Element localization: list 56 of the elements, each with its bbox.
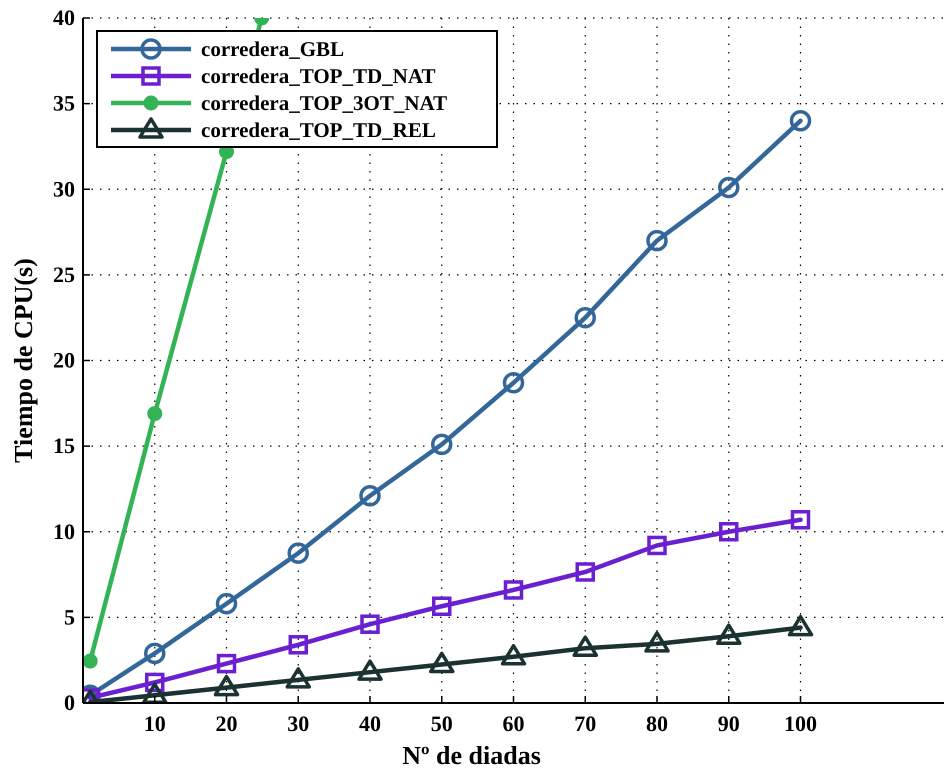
point xyxy=(788,614,814,636)
y-axis-title: Tiempo de CPU(s) xyxy=(9,258,38,463)
point xyxy=(144,642,166,664)
x-tick-label: 40 xyxy=(359,711,381,736)
point xyxy=(359,485,381,507)
x-tick-label: 60 xyxy=(502,711,524,736)
point xyxy=(644,631,670,653)
point xyxy=(432,596,452,616)
y-tick-label: 30 xyxy=(53,176,75,202)
y-tick-label: 15 xyxy=(53,433,75,458)
point xyxy=(718,176,740,198)
legend-label: corredera_GBL xyxy=(201,37,344,61)
point xyxy=(147,406,162,422)
x-tick-label: 30 xyxy=(287,711,310,736)
y-tick-label: 20 xyxy=(53,348,75,372)
point xyxy=(790,110,812,132)
y-tick-label: 0 xyxy=(64,690,75,715)
point xyxy=(647,536,667,556)
y-tick-label: 5 xyxy=(64,604,75,630)
point xyxy=(646,230,668,252)
x-tick-label: 10 xyxy=(144,711,166,736)
point xyxy=(431,434,452,456)
point xyxy=(357,659,383,681)
point xyxy=(214,674,240,696)
legend-label: corredera_TOP_TD_REL xyxy=(201,118,436,142)
legend-label: corredera_TOP_TD_NAT xyxy=(201,64,436,88)
point xyxy=(572,635,598,657)
point xyxy=(719,522,738,542)
point xyxy=(574,306,596,328)
x-tick-label: 100 xyxy=(784,711,817,736)
point xyxy=(500,644,526,666)
point xyxy=(142,682,168,703)
y-tick-label: 40 xyxy=(53,5,75,30)
x-tick-label: 20 xyxy=(216,711,238,736)
point xyxy=(83,654,98,669)
legend-label: corredera_TOP_3OT_NAT xyxy=(201,91,448,115)
point xyxy=(288,542,309,564)
point xyxy=(216,592,238,614)
point xyxy=(286,667,311,689)
point xyxy=(502,372,524,394)
point xyxy=(716,623,742,645)
x-tick-label: 50 xyxy=(430,711,453,736)
point xyxy=(790,510,810,530)
point xyxy=(576,562,595,582)
y-tick-label: 25 xyxy=(53,262,75,287)
point xyxy=(360,614,380,634)
y-tick-label: 35 xyxy=(53,90,75,116)
point xyxy=(504,580,524,600)
point xyxy=(429,652,454,674)
point xyxy=(288,635,308,655)
x-tick-label: 80 xyxy=(646,711,668,736)
x-tick-label: 70 xyxy=(574,711,596,736)
y-tick-label: 10 xyxy=(53,518,75,544)
x-axis-title: Nº de diadas xyxy=(402,741,541,769)
point xyxy=(216,654,236,674)
x-tick-label: 90 xyxy=(718,711,740,736)
